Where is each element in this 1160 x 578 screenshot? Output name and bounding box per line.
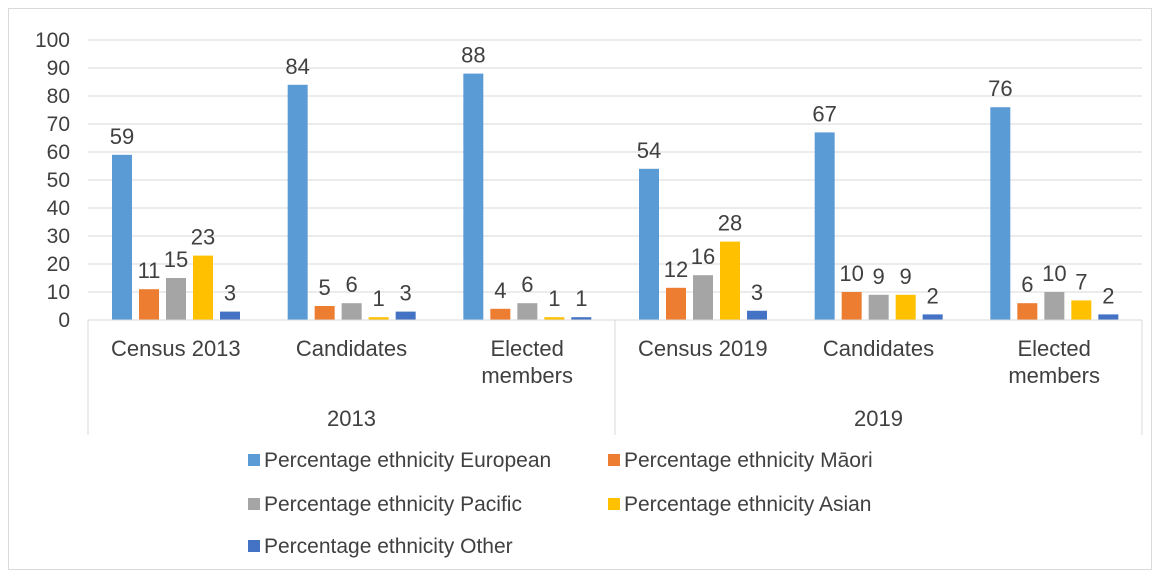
bar (571, 317, 592, 320)
bar (193, 255, 213, 320)
data-label: 10 (839, 261, 863, 286)
data-label: 9 (900, 264, 912, 289)
bar (720, 241, 740, 320)
data-label: 1 (575, 286, 587, 311)
y-tick-label: 20 (47, 253, 70, 276)
y-tick-label: 30 (47, 225, 70, 248)
data-label: 11 (138, 258, 161, 283)
bar (395, 311, 416, 320)
bar (490, 308, 511, 320)
legend-swatch (608, 454, 620, 466)
data-label: 54 (637, 138, 661, 163)
data-label: 67 (812, 101, 836, 126)
category-label: members (1008, 363, 1100, 388)
data-label: 3 (751, 280, 763, 305)
bar (747, 310, 767, 320)
bar (341, 303, 362, 320)
category-label: Census 2019 (638, 336, 768, 361)
data-label: 3 (400, 281, 412, 306)
bar (1017, 303, 1038, 320)
data-label: 88 (461, 43, 485, 68)
y-tick-label: 10 (47, 281, 70, 304)
data-label: 12 (664, 257, 688, 282)
data-label: 5 (319, 275, 331, 300)
data-label: 15 (164, 247, 188, 272)
category-label: Census 2013 (111, 336, 241, 361)
bar (868, 294, 889, 320)
bar (1098, 314, 1119, 320)
data-label: 76 (988, 76, 1012, 101)
y-tick-label: 90 (47, 57, 70, 80)
bar (112, 154, 132, 320)
bar (544, 317, 565, 320)
data-label: 9 (873, 264, 885, 289)
legend-swatch (248, 454, 260, 466)
legend-swatch (608, 498, 620, 510)
legend-label: Percentage ethnicity Asian (624, 493, 872, 516)
bar (693, 275, 713, 320)
data-label: 4 (494, 278, 506, 303)
legend-label: Percentage ethnicity European (264, 449, 551, 472)
legend-label: Percentage ethnicity Pacific (264, 493, 522, 516)
data-label: 59 (110, 124, 134, 149)
bar (220, 311, 240, 320)
bar (368, 317, 389, 320)
y-tick-label: 70 (47, 113, 70, 136)
legend-swatch (248, 498, 260, 510)
legend-label: Percentage ethnicity Māori (624, 449, 873, 472)
bar (990, 107, 1011, 320)
bar (922, 314, 943, 320)
bar (841, 292, 862, 320)
bar (287, 84, 308, 320)
y-tick-label: 80 (47, 85, 70, 108)
bar (463, 73, 484, 320)
data-label: 16 (691, 244, 715, 269)
data-label: 6 (1021, 272, 1033, 297)
group-label: 2019 (854, 406, 903, 431)
data-label: 2 (927, 283, 939, 308)
data-label: 23 (191, 225, 215, 250)
data-label: 1 (548, 286, 560, 311)
y-tick-label: 40 (47, 197, 70, 220)
legend-label: Percentage ethnicity Other (264, 535, 513, 558)
y-tick-label: 0 (58, 309, 70, 332)
bar (814, 132, 835, 320)
chart-frame (8, 8, 1152, 570)
bar (166, 278, 186, 320)
data-label: 2 (1102, 283, 1114, 308)
data-label: 6 (521, 272, 533, 297)
y-tick-label: 100 (35, 29, 70, 52)
bar (639, 168, 659, 320)
data-label: 6 (346, 272, 358, 297)
y-tick-label: 60 (47, 141, 70, 164)
category-label: Candidates (296, 336, 407, 361)
bar (895, 294, 916, 320)
category-label: Candidates (823, 336, 934, 361)
data-label: 7 (1075, 269, 1087, 294)
data-label: 28 (718, 211, 742, 236)
data-label: 3 (224, 281, 236, 306)
bar (139, 289, 159, 320)
data-label: 10 (1042, 261, 1066, 286)
category-label: members (481, 363, 573, 388)
y-tick-label: 50 (47, 169, 70, 192)
data-label: 1 (373, 286, 385, 311)
bar (517, 303, 538, 320)
group-label: 2013 (327, 406, 376, 431)
legend-swatch (248, 540, 260, 552)
data-label: 84 (285, 54, 309, 79)
bar (1044, 292, 1065, 320)
category-label: Elected (1017, 336, 1090, 361)
category-label: Elected (490, 336, 563, 361)
bar (666, 287, 686, 320)
bar (314, 306, 335, 320)
bar (1071, 300, 1092, 320)
